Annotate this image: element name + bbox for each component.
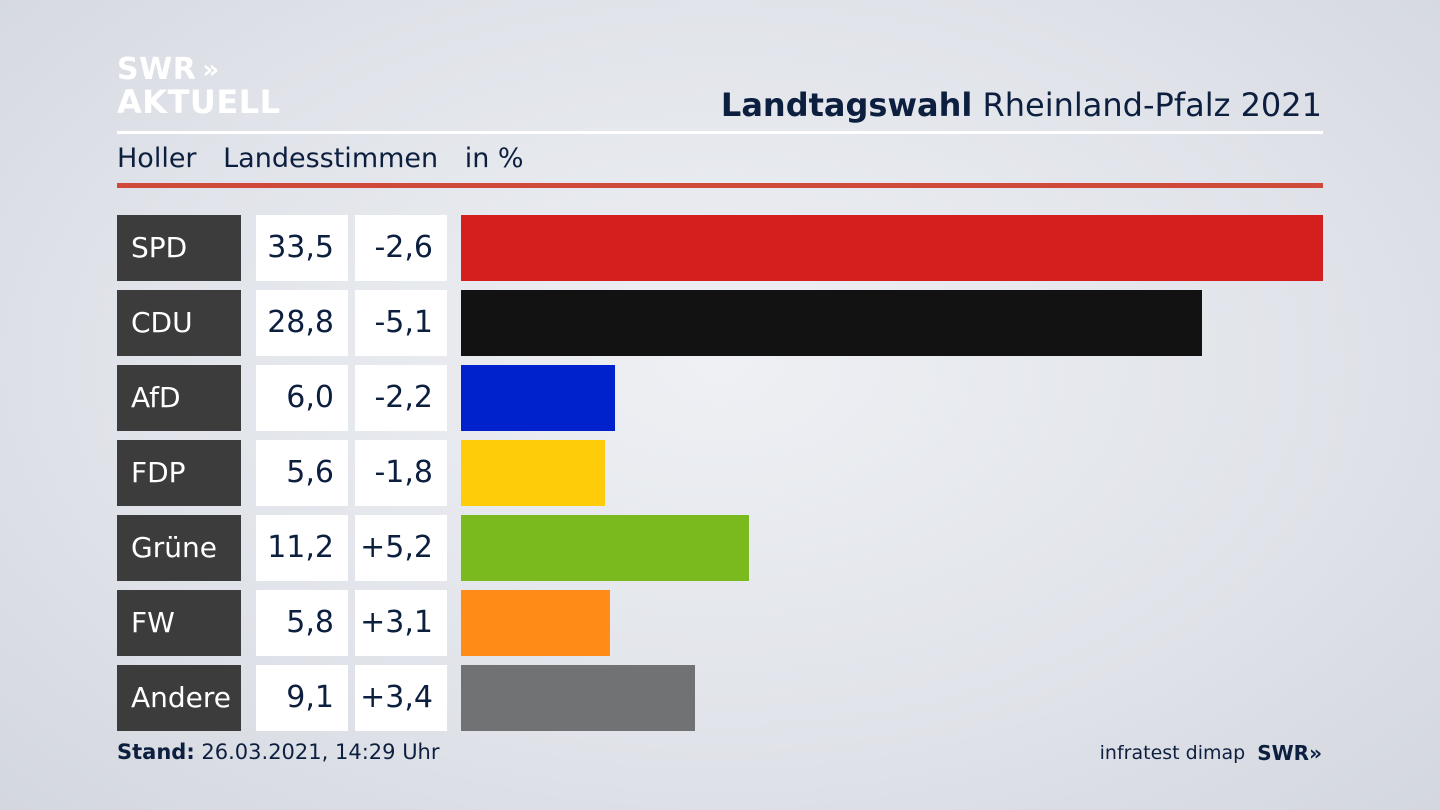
bar (461, 665, 695, 731)
change-value: +5,2 (355, 515, 447, 581)
accent-divider (117, 183, 1323, 188)
bar (461, 290, 1202, 356)
subheader: Holler Landesstimmen in % (117, 143, 542, 174)
title-rest: Rheinland-Pfalz 2021 (982, 86, 1322, 124)
bar (461, 365, 615, 431)
vote-share-value: 28,8 (256, 290, 348, 356)
header-divider (117, 131, 1323, 134)
change-value: -5,1 (355, 290, 447, 356)
bar (461, 590, 610, 656)
footer-chevron-icon: » (1309, 741, 1322, 765)
party-label: FW (117, 590, 241, 656)
page-title: Landtagswahl Rheinland-Pfalz 2021 (721, 86, 1322, 124)
vote-share-value: 6,0 (256, 365, 348, 431)
source-name: infratest dimap (1099, 742, 1246, 764)
vote-share-value: 5,8 (256, 590, 348, 656)
swr-aktuell-logo: SWR» AKTUELL (117, 52, 281, 121)
bar (461, 215, 1323, 281)
subheader-unit: in % (464, 143, 524, 174)
stand-label: Stand: (117, 740, 195, 764)
party-label: Grüne (117, 515, 241, 581)
change-value: -2,6 (355, 215, 447, 281)
logo-chevron-icon: » (202, 55, 219, 85)
timestamp: Stand: 26.03.2021, 14:29 Uhr (117, 740, 440, 764)
logo-line1: SWR (117, 52, 197, 87)
party-label: Andere (117, 665, 241, 731)
swr-footer-logo: SWR» (1257, 741, 1322, 765)
party-label: SPD (117, 215, 241, 281)
vote-share-value: 9,1 (256, 665, 348, 731)
vote-share-value: 11,2 (256, 515, 348, 581)
vote-share-value: 33,5 (256, 215, 348, 281)
subheader-place: Holler (117, 143, 197, 174)
vote-share-value: 5,6 (256, 440, 348, 506)
subheader-category: Landesstimmen (223, 143, 439, 174)
party-label: AfD (117, 365, 241, 431)
party-label: FDP (117, 440, 241, 506)
change-value: +3,4 (355, 665, 447, 731)
change-value: -1,8 (355, 440, 447, 506)
change-value: -2,2 (355, 365, 447, 431)
footer-brand: SWR (1257, 741, 1310, 765)
logo-line2: AKTUELL (117, 83, 281, 121)
stand-value: 26.03.2021, 14:29 Uhr (201, 740, 440, 764)
title-bold: Landtagswahl (720, 86, 973, 124)
party-label: CDU (117, 290, 241, 356)
source-credit: infratest dimap SWR» (1100, 741, 1322, 765)
bar (461, 440, 605, 506)
change-value: +3,1 (355, 590, 447, 656)
bar (461, 515, 749, 581)
